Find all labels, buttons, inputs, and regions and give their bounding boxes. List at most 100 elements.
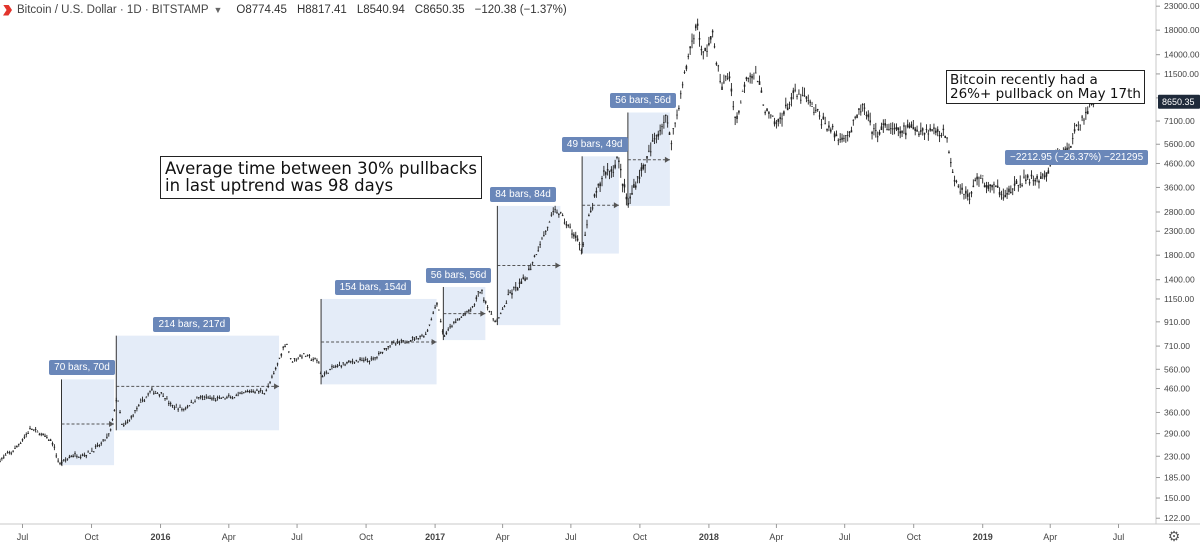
price-candle-body [689,46,691,49]
price-candle-body [226,397,228,398]
price-candle-body [139,401,142,403]
price-candle-body [61,462,63,464]
price-candle-body [77,457,80,458]
price-candle-body [591,207,594,209]
price-candle-body [912,127,915,130]
time-axis-label: Jul [565,532,577,542]
price-candle-body [209,397,211,400]
price-axis-label: 3600.00 [1164,182,1195,192]
price-candle-body [66,458,69,460]
price-candle-body [1008,188,1010,192]
price-candle-body [751,75,753,79]
price-candle-body [488,310,491,313]
price-candle-body [526,277,528,279]
price-candle-body [863,107,866,109]
price-candle-body [588,215,590,217]
price-candle-body [573,234,575,237]
price-candle-body [935,130,937,133]
price-candle-body [830,129,832,132]
price-candle-body [222,396,224,398]
price-candle-body [634,185,637,188]
price-candle-body [663,122,665,123]
price-candle-body [179,406,181,408]
price-candle-body [696,23,699,26]
price-candle-body [839,139,841,140]
price-candle-body [154,393,157,394]
price-candle-body [462,314,465,316]
price-candle-body [743,84,746,87]
price-candle-body [923,132,926,135]
price-candle-body [629,196,631,199]
price-candle-body [486,307,489,309]
gear-icon[interactable]: ⚙ [1167,528,1181,544]
price-candle-body [676,114,678,116]
price-candle-body [241,393,243,395]
price-candle-body [978,177,980,179]
price-candle-body [556,211,558,213]
price-candle-body [128,420,131,422]
price-candle-body [316,360,318,362]
price-candle-body [961,187,963,190]
price-candle-body [792,90,795,93]
price-candle-body [0,461,1,462]
price-candle-body [927,133,930,135]
price-candle-body [173,407,176,409]
price-candle-body [1045,172,1048,177]
price-candle-body [679,93,682,95]
price-candle-body [1030,174,1033,177]
price-candle-body [514,286,517,288]
price-candle-body [666,122,669,124]
price-candle-body [882,123,885,125]
price-candle-body [156,392,159,394]
price-candle-body [655,135,658,137]
price-candle-body [102,439,104,441]
chevron-down-icon[interactable]: ▼ [213,5,223,15]
price-candle-body [529,268,532,270]
symbol-title[interactable]: Bitcoin / U.S. Dollar · 1D · BITSTAMP [17,4,209,16]
measure-label: 56 bars, 56d [610,93,676,109]
price-candle-body [145,397,148,399]
price-candle-body [638,177,641,179]
price-candle-body [871,132,873,134]
price-candle-body [177,408,179,410]
price-candle-body [393,342,395,344]
price-candle-body [374,357,376,359]
price-candle-body [201,396,204,398]
price-candle-body [424,333,427,335]
price-candle-body [196,397,198,399]
price-candle-body [246,391,249,393]
price-candle-body [606,169,609,171]
price-candle-body [479,292,481,294]
price-candle-body [286,344,288,345]
price-candle-body [1073,129,1076,132]
time-axis-label: 2019 [973,532,993,542]
price-candle-body [152,392,155,394]
price-axis-label: 910.00 [1164,317,1190,327]
price-candle-body [447,329,450,331]
symbol-header: Bitcoin / U.S. Dollar · 1D · BITSTAMP ▼ … [0,0,577,20]
price-candle-body [559,211,562,213]
price-candle-body [244,391,247,393]
price-candle-body [383,348,386,350]
price-candle-body [280,354,283,356]
price-candle-body [259,390,262,391]
last-price-tag [1158,94,1200,109]
price-candle-body [771,115,774,117]
price-candle-body [149,390,151,392]
price-candle-body [503,305,506,307]
price-candle-body [878,132,881,135]
price-candle-body [186,406,189,408]
price-candle-body [1032,180,1035,182]
price-candle-body [490,313,493,315]
price-candle-body [1025,179,1027,182]
price-candle-body [59,463,61,464]
price-candle-body [1015,180,1018,185]
pullback-note-line2: in last uptrend was 98 days [165,176,394,196]
price-candle-body [29,428,31,430]
price-candle-body [903,125,905,127]
price-candle-body [359,358,361,360]
price-candle-body [886,129,888,131]
price-candle-body [331,366,333,368]
